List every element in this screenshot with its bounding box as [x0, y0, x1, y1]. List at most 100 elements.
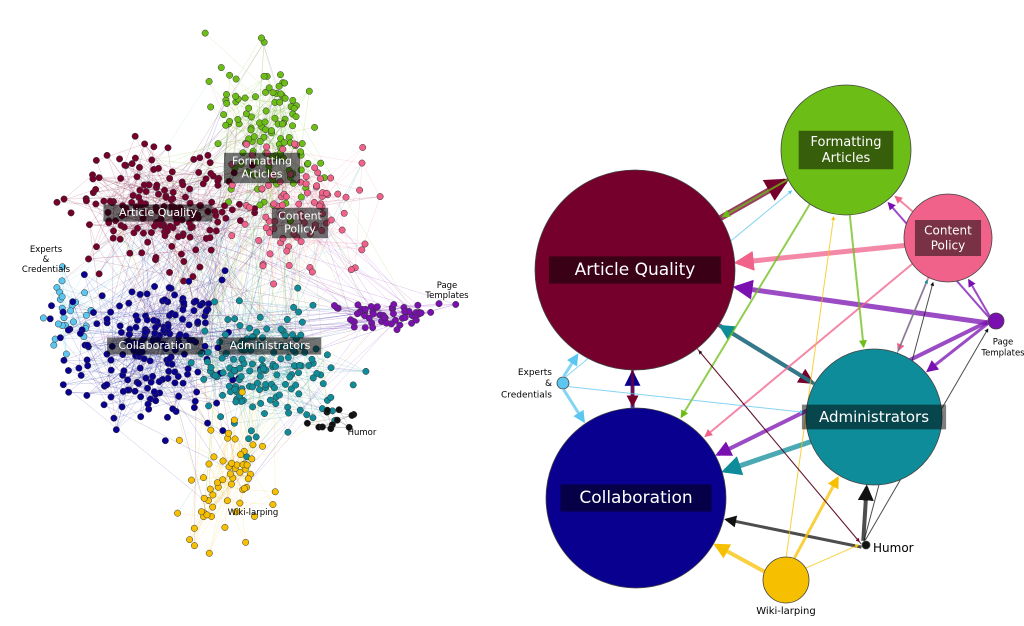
node: [219, 476, 227, 484]
node: [227, 480, 235, 488]
edge: [62, 266, 123, 408]
node: [84, 341, 92, 349]
edge: [88, 258, 396, 321]
edge: [696, 348, 860, 543]
node: [262, 380, 270, 388]
edge: [142, 218, 413, 316]
edge: [96, 228, 138, 247]
label-text: Administrators: [230, 339, 311, 352]
edge: [129, 311, 299, 335]
node: [238, 388, 246, 396]
node: [77, 371, 85, 379]
node: [142, 374, 150, 382]
node: [417, 309, 425, 317]
edge: [894, 195, 914, 213]
node: [174, 233, 182, 241]
node: [169, 195, 177, 203]
edge: [271, 113, 293, 157]
edge: [113, 365, 302, 419]
node: [161, 186, 168, 194]
node: [338, 226, 346, 234]
edge: [178, 303, 203, 337]
node: [135, 380, 142, 387]
node: [263, 325, 271, 333]
edge: [209, 438, 236, 554]
node-label: Page Templates: [980, 337, 1024, 358]
node: [313, 182, 321, 190]
node: [145, 181, 153, 189]
node: [191, 542, 198, 550]
node: [83, 311, 90, 319]
edge: [88, 136, 136, 260]
edge: [62, 243, 366, 309]
edge: [229, 264, 264, 387]
node: [92, 185, 100, 193]
node: [304, 159, 312, 167]
node: [205, 402, 213, 410]
node: [286, 373, 294, 381]
edge: [246, 205, 267, 329]
node: [224, 316, 232, 323]
node: [200, 474, 207, 482]
edge: [95, 157, 200, 205]
edge: [221, 173, 293, 281]
edge: [210, 106, 226, 126]
edge: [278, 86, 416, 318]
edge: [245, 97, 275, 103]
edge: [143, 232, 293, 335]
edge: [61, 325, 67, 355]
edge: [92, 174, 173, 209]
node: [98, 292, 106, 300]
node: [186, 185, 194, 193]
edge: [305, 176, 321, 204]
node: [201, 29, 209, 37]
node: [295, 369, 302, 377]
node: [155, 164, 162, 172]
edge: [205, 232, 270, 313]
node: [219, 391, 227, 399]
edge: [124, 165, 159, 325]
node-label: Experts & Credentials: [501, 367, 552, 400]
cluster-node: Collaboration: [545, 407, 727, 589]
cluster-label: Wiki-larping: [228, 508, 279, 518]
node: [217, 413, 225, 421]
edge: [307, 163, 328, 413]
node: [256, 313, 264, 321]
node: [277, 71, 284, 79]
edge: [98, 239, 121, 274]
label-line: Formatting: [232, 154, 292, 167]
edge: [217, 106, 292, 144]
edge: [724, 515, 862, 549]
node: [121, 161, 129, 169]
node: [214, 177, 222, 185]
cluster-label: Administrators: [218, 337, 322, 355]
edge: [242, 320, 396, 490]
edge: [192, 217, 196, 250]
node: [207, 246, 215, 254]
edge: [301, 365, 328, 401]
node: [39, 314, 47, 322]
edge: [261, 37, 286, 120]
node: [310, 198, 318, 206]
node: [205, 300, 213, 308]
node: [369, 310, 377, 318]
node: [279, 145, 287, 153]
node: [256, 386, 264, 394]
node: [180, 299, 188, 307]
label-box: [801, 404, 947, 430]
node: [275, 82, 283, 90]
node: [226, 71, 234, 79]
node: [62, 350, 70, 358]
node: [246, 204, 253, 211]
node: [232, 92, 240, 100]
cluster-node: Administrators: [801, 348, 947, 486]
node: [109, 234, 117, 242]
cluster-label: Formatting Articles: [224, 152, 300, 184]
node: [265, 84, 273, 92]
edge: [55, 323, 392, 340]
label-box: [271, 207, 329, 239]
node: [144, 238, 152, 246]
node: [361, 305, 369, 313]
edge: [106, 303, 209, 320]
node: [283, 315, 291, 323]
